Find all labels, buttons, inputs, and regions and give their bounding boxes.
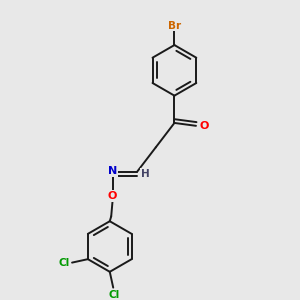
Text: Cl: Cl [109, 290, 120, 300]
Text: O: O [108, 191, 117, 201]
Text: O: O [200, 121, 209, 131]
Text: Cl: Cl [59, 259, 70, 269]
Text: H: H [141, 169, 149, 179]
Text: N: N [108, 166, 117, 176]
Text: Br: Br [168, 20, 181, 31]
